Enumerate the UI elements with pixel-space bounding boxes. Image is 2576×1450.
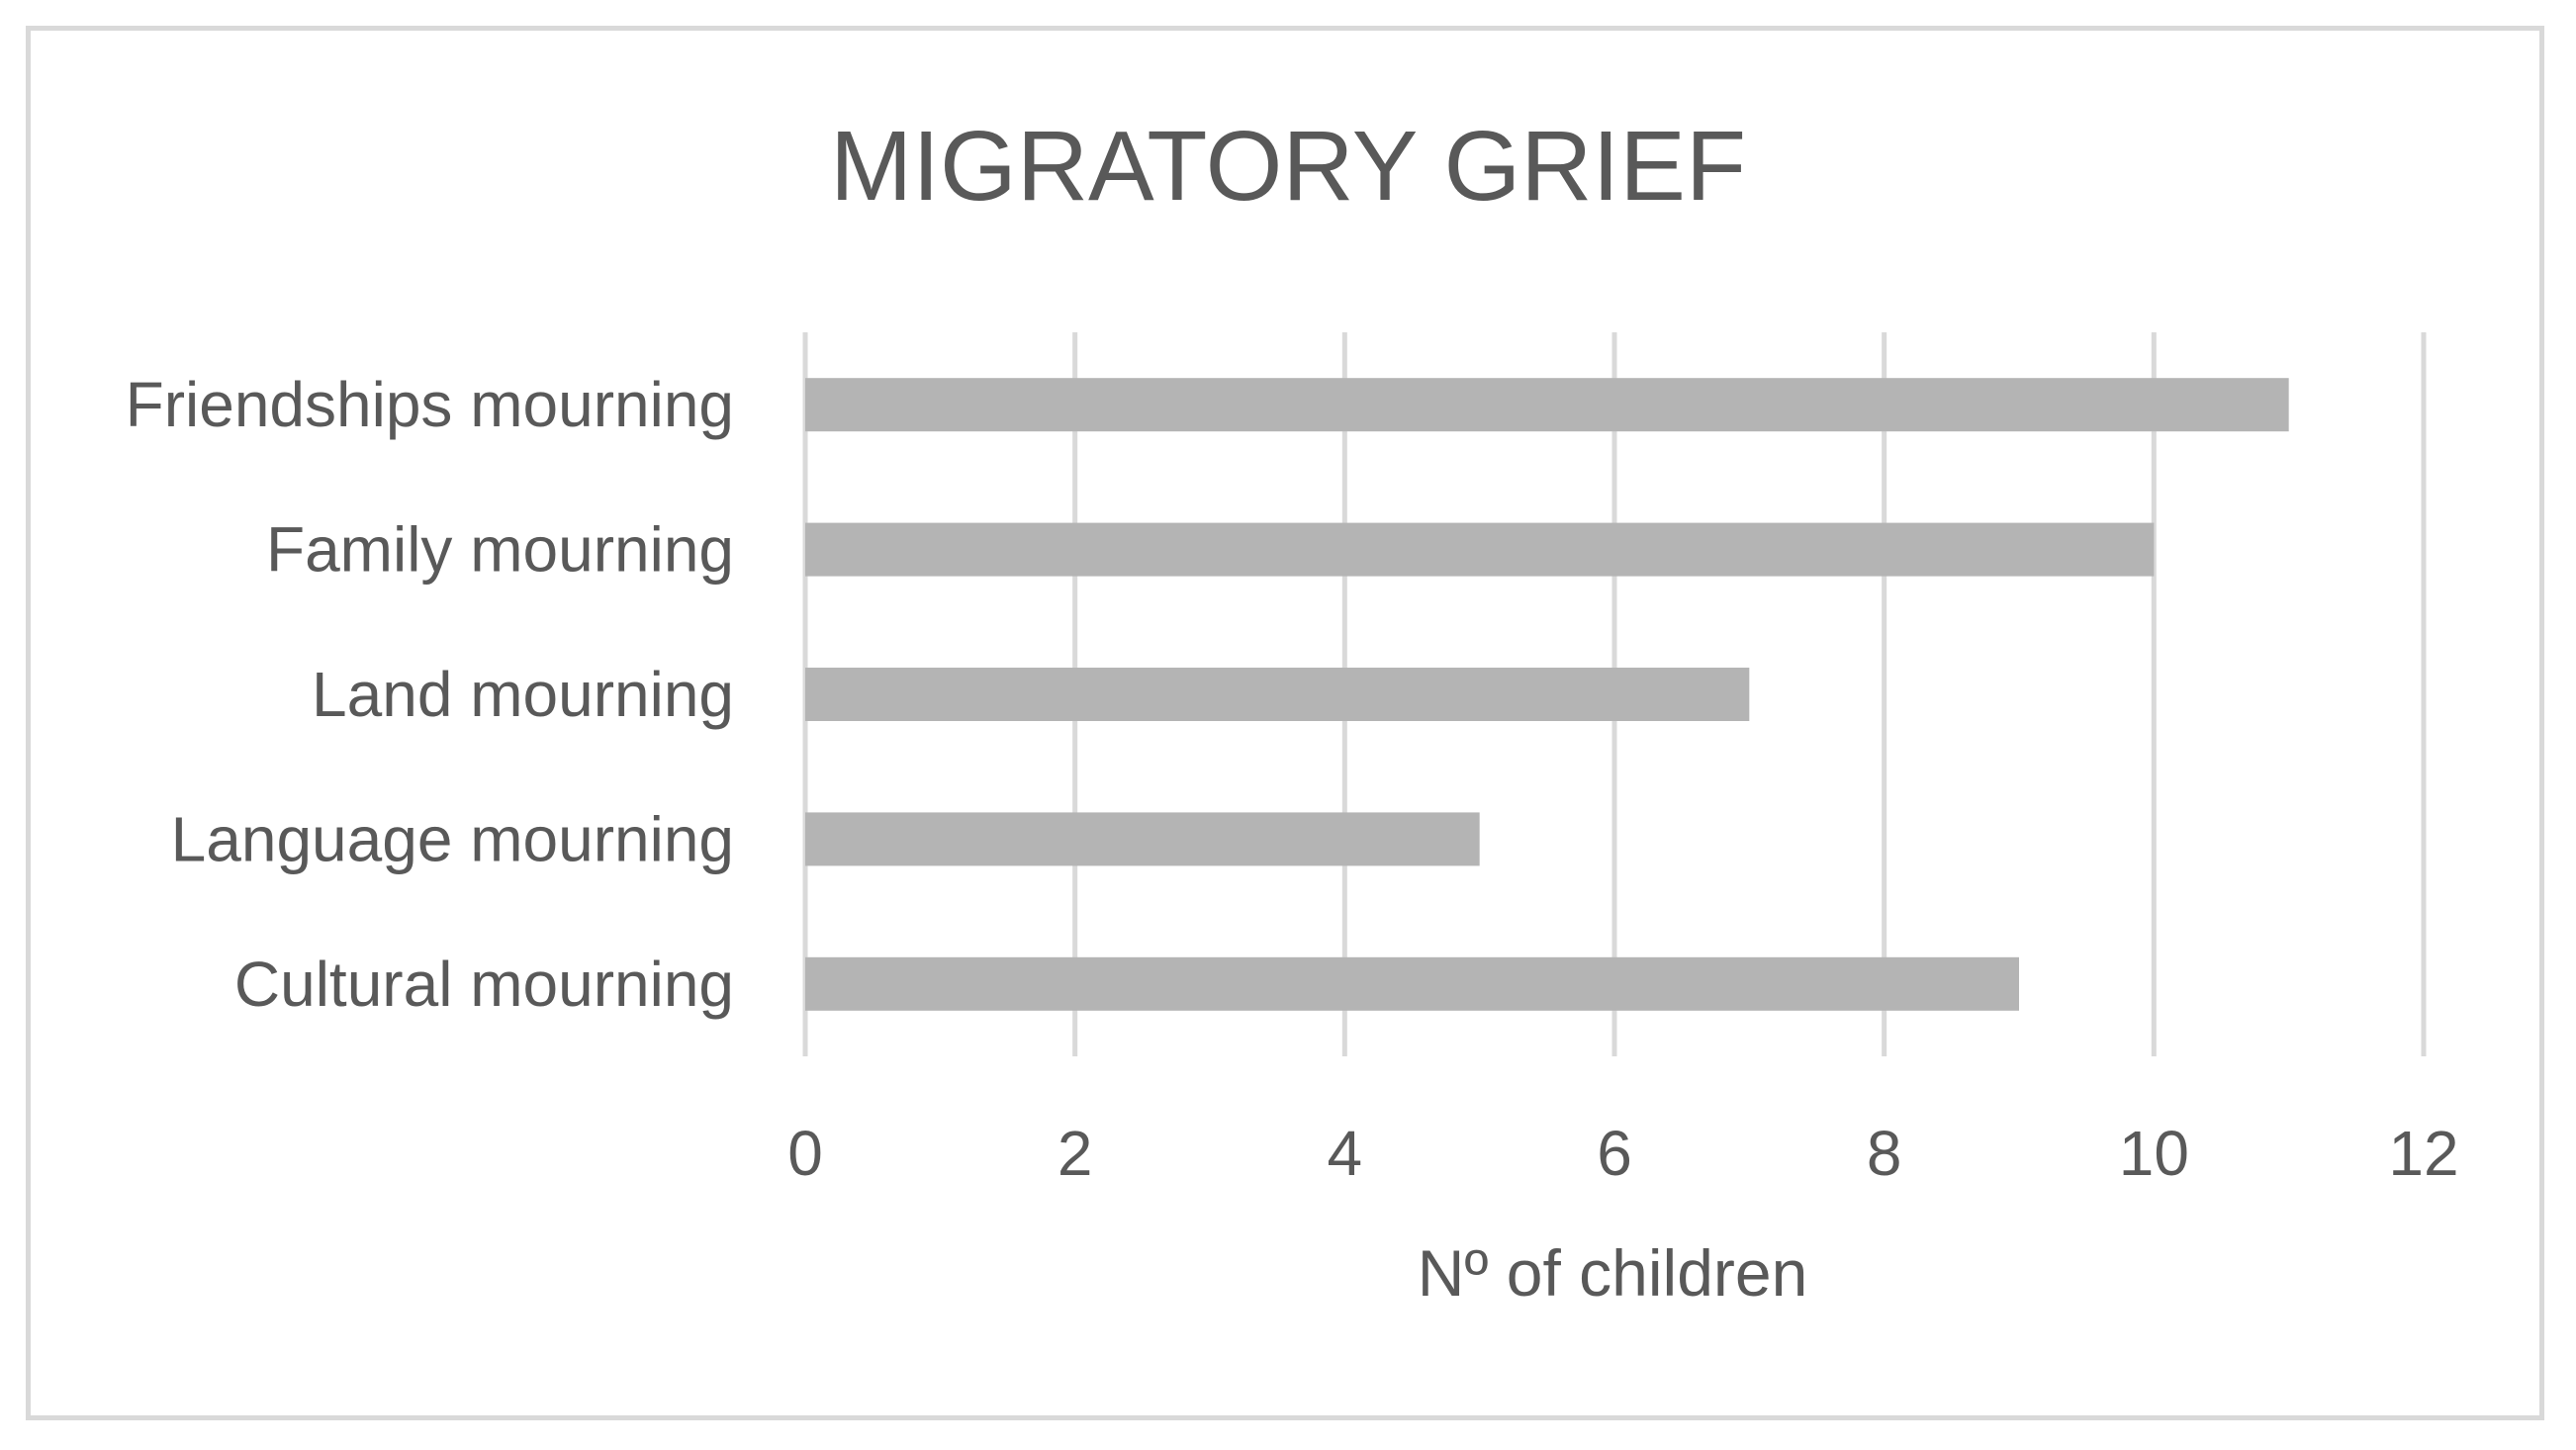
chart-frame bbox=[26, 26, 2544, 1420]
x-tick-label: 10 bbox=[2119, 1118, 2189, 1189]
bar bbox=[805, 522, 2155, 577]
x-tick-label: 2 bbox=[1058, 1118, 1093, 1189]
category-label: Family mourning bbox=[266, 514, 734, 586]
x-tick-label: 6 bbox=[1597, 1118, 1632, 1189]
category-label: Language mourning bbox=[171, 803, 734, 874]
x-tick-label: 12 bbox=[2388, 1118, 2458, 1189]
chart-title: MIGRATORY GRIEF bbox=[830, 111, 1746, 222]
bars bbox=[805, 378, 2289, 1011]
x-tick-labels: 0 2 4 6 8 10 12 bbox=[787, 1118, 2458, 1189]
category-label: Land mourning bbox=[312, 659, 734, 730]
category-label: Friendships mourning bbox=[126, 369, 734, 440]
x-tick-label: 4 bbox=[1328, 1118, 1363, 1189]
category-labels: Friendships mourning Family mourning Land … bbox=[126, 369, 734, 1020]
bar bbox=[805, 378, 2289, 432]
bar bbox=[805, 668, 1750, 721]
gridlines bbox=[802, 332, 2427, 1056]
bar bbox=[805, 812, 1480, 866]
bar bbox=[805, 956, 2019, 1011]
x-axis-title: Nº of children bbox=[1418, 1236, 1808, 1310]
category-label: Cultural mourning bbox=[234, 949, 734, 1020]
x-tick-label: 0 bbox=[787, 1118, 823, 1189]
x-tick-label: 8 bbox=[1867, 1118, 1902, 1189]
